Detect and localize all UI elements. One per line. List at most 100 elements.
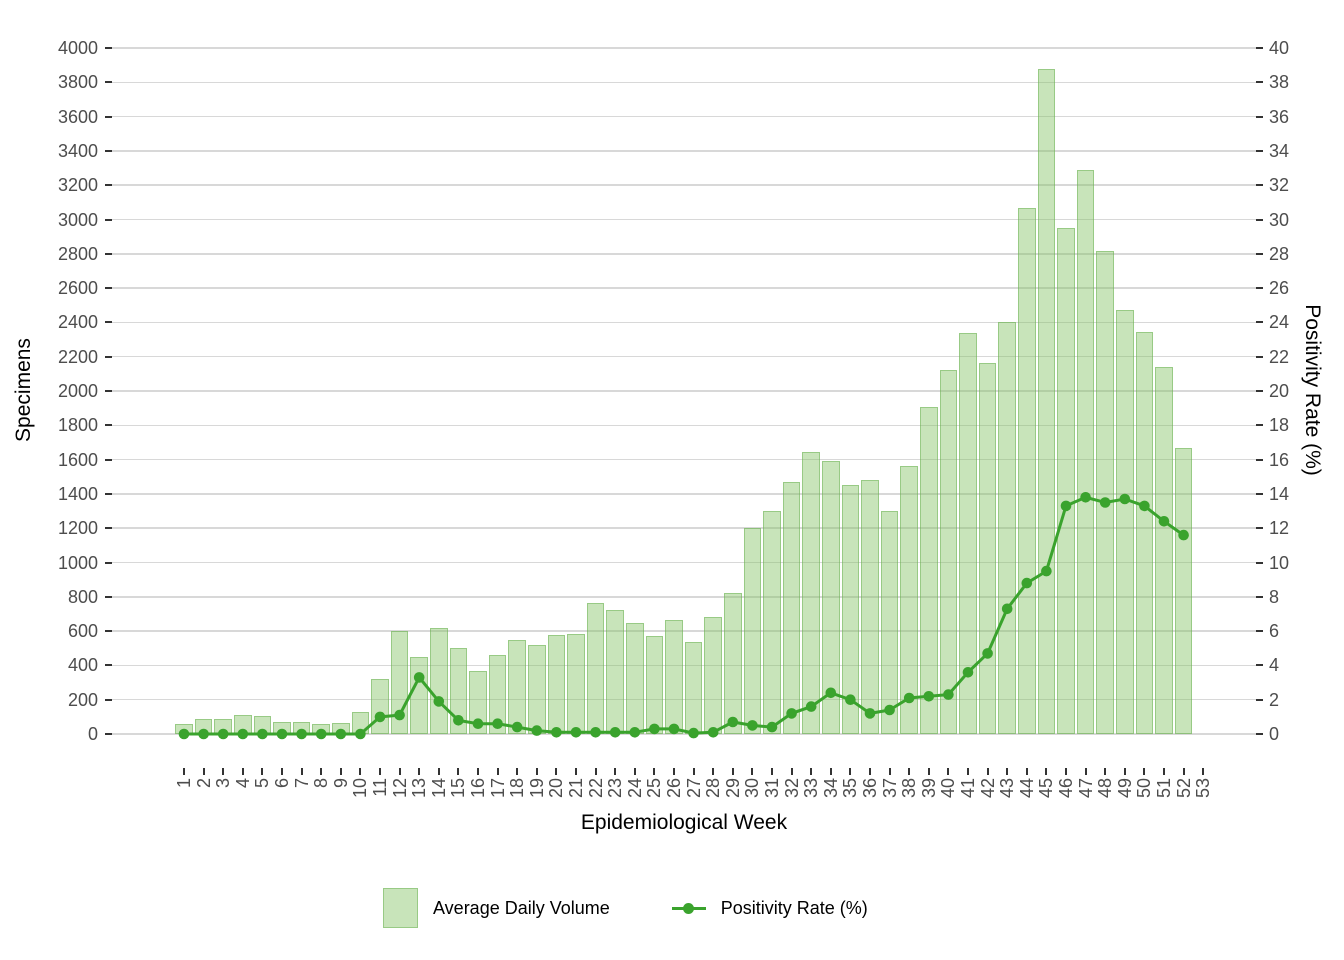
right-tick-label-38: 38 — [1269, 72, 1290, 93]
x-tick-label-4: 4 — [232, 778, 253, 789]
line-point-week-44 — [1021, 577, 1033, 589]
left-tick-1200 — [105, 527, 112, 530]
line-point-week-14 — [433, 696, 445, 707]
x-tick-label-1: 1 — [174, 778, 194, 789]
x-tick-2 — [202, 768, 205, 775]
x-tick-14 — [437, 768, 440, 775]
gridline-3800 — [112, 81, 1256, 84]
left-tick-3600 — [105, 115, 112, 118]
x-tick-50 — [1143, 768, 1146, 775]
x-tick-label-20: 20 — [546, 778, 567, 799]
left-tick-label-4000: 4000 — [57, 38, 98, 58]
left-tick-3400 — [105, 149, 112, 152]
line-point-week-39 — [923, 691, 935, 702]
x-tick-label-13: 13 — [409, 778, 430, 799]
legend-label-positivity-rate: Positivity Rate (%) — [720, 897, 868, 918]
x-tick-label-25: 25 — [644, 778, 665, 799]
right-tick-28 — [1256, 252, 1263, 255]
left-tick-label-2000: 2000 — [57, 381, 98, 401]
bar-week-40 — [939, 369, 958, 734]
gridline-4000 — [112, 47, 1256, 49]
bar-week-51 — [1155, 366, 1173, 734]
x-tick-label-27: 27 — [683, 778, 704, 799]
x-tick-39 — [927, 768, 930, 775]
line-point-week-43 — [1001, 603, 1013, 615]
gridline-600 — [112, 630, 1256, 632]
x-tick-15 — [457, 768, 460, 775]
bar-week-44 — [1018, 208, 1036, 734]
bar-week-50 — [1135, 331, 1154, 734]
left-tick-1600 — [105, 458, 112, 461]
x-tick-32 — [790, 768, 793, 775]
gridline-3400 — [112, 150, 1256, 152]
x-tick-49 — [1123, 768, 1126, 775]
legend-line-point-icon — [671, 902, 706, 914]
gridline-3200 — [112, 184, 1256, 186]
line-point-week-38 — [903, 692, 915, 704]
line-point-week-34 — [825, 687, 837, 699]
gridline-2800 — [112, 253, 1256, 255]
x-tick-29 — [731, 768, 734, 775]
right-tick-label-0: 0 — [1269, 724, 1280, 744]
x-tick-1 — [183, 768, 185, 775]
x-tick-label-23: 23 — [605, 778, 626, 799]
line-point-week-24 — [629, 727, 641, 738]
right-tick-0 — [1256, 733, 1263, 735]
bar-week-41 — [959, 332, 977, 734]
x-tick-label-14: 14 — [428, 778, 449, 799]
gridline-400 — [112, 664, 1256, 667]
left-tick-600 — [105, 630, 112, 633]
bar-week-37 — [880, 511, 899, 734]
x-tick-label-51: 51 — [1154, 778, 1174, 799]
x-tick-10 — [359, 768, 362, 775]
x-tick-31 — [771, 768, 773, 775]
left-tick-label-2200: 2200 — [57, 346, 98, 367]
left-tick-2000 — [105, 390, 112, 392]
right-tick-34 — [1256, 149, 1263, 152]
x-tick-52 — [1182, 768, 1185, 775]
right-tick-label-18: 18 — [1269, 415, 1290, 436]
bar-week-39 — [920, 407, 938, 734]
right-tick-label-34: 34 — [1269, 140, 1290, 161]
bar-week-46 — [1057, 228, 1075, 734]
line-point-week-35 — [845, 694, 856, 705]
right-tick-36 — [1256, 115, 1263, 118]
right-tick-label-10: 10 — [1269, 552, 1290, 573]
line-point-week-42 — [982, 648, 993, 659]
right-tick-label-22: 22 — [1269, 346, 1290, 367]
line-point-week-48 — [1099, 497, 1111, 508]
x-tick-40 — [947, 768, 950, 775]
left-tick-label-2400: 2400 — [57, 312, 98, 333]
right-tick-14 — [1256, 492, 1263, 495]
x-tick-label-39: 39 — [918, 778, 939, 799]
x-tick-6 — [281, 768, 283, 775]
right-tick-24 — [1256, 321, 1263, 324]
legend-swatch-average-daily-volume — [383, 888, 418, 928]
right-tick-label-20: 20 — [1269, 381, 1290, 401]
right-tick-38 — [1256, 81, 1263, 84]
left-tick-3800 — [105, 81, 112, 84]
x-tick-label-37: 37 — [879, 778, 900, 799]
x-tick-label-47: 47 — [1075, 778, 1096, 799]
bar-week-30 — [743, 528, 762, 734]
left-tick-label-2600: 2600 — [57, 278, 98, 299]
line-point-week-31 — [766, 721, 778, 733]
line-point-week-51 — [1158, 516, 1170, 527]
x-tick-20 — [555, 768, 558, 775]
x-tick-12 — [398, 768, 401, 775]
right-tick-label-12: 12 — [1269, 518, 1290, 539]
line-point-week-29 — [727, 716, 739, 728]
x-tick-28 — [712, 768, 715, 775]
left-tick-label-3800: 3800 — [57, 72, 98, 93]
x-tick-label-7: 7 — [291, 778, 312, 789]
left-tick-3200 — [105, 184, 112, 187]
right-tick-label-16: 16 — [1269, 449, 1290, 470]
line-point-week-10 — [355, 728, 366, 740]
x-tick-label-12: 12 — [389, 778, 410, 799]
bar-week-15 — [449, 648, 468, 734]
line-point-week-46 — [1060, 500, 1072, 512]
line-point-week-18 — [511, 721, 523, 733]
right-tick-16 — [1256, 458, 1263, 461]
left-tick-label-400: 400 — [67, 655, 98, 676]
line-point-week-15 — [453, 715, 464, 726]
